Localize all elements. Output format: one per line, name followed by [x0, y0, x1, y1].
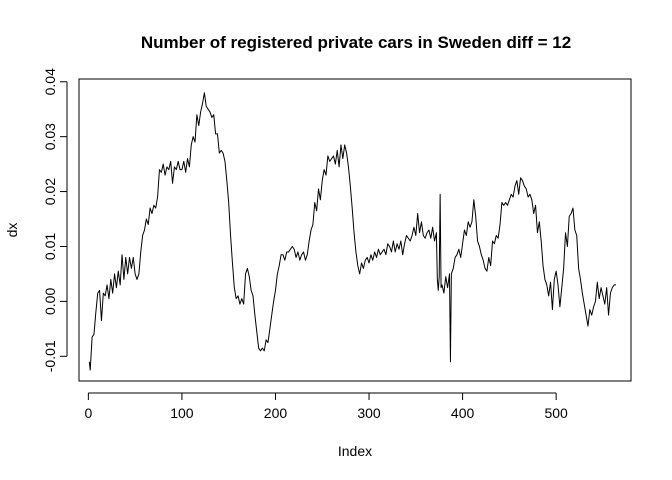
y-tick-label: 0.04 [42, 68, 58, 95]
x-tick-label: 200 [264, 405, 288, 421]
x-axis: 0 100 200 300 400 500 [84, 392, 568, 421]
y-tick-label: -0.01 [42, 340, 58, 372]
y-axis: -0.01 0.00 0.01 0.02 0.03 0.04 [42, 68, 68, 372]
y-axis-label: dx [4, 223, 20, 238]
plot-frame [78, 78, 632, 382]
y-tick-label: 0.00 [42, 288, 58, 315]
x-tick-label: 400 [451, 405, 475, 421]
x-tick-label: 0 [84, 405, 92, 421]
x-axis-label: Index [338, 443, 372, 459]
x-tick-label: 100 [170, 405, 194, 421]
series-line-dx [88, 92, 617, 371]
y-tick-label: 0.01 [42, 233, 58, 260]
y-tick-label: 0.02 [42, 178, 58, 205]
chart-title: Number of registered private cars in Swe… [141, 33, 571, 52]
y-tick-label: 0.03 [42, 123, 58, 150]
x-tick-label: 500 [544, 405, 568, 421]
x-tick-label: 300 [357, 405, 381, 421]
